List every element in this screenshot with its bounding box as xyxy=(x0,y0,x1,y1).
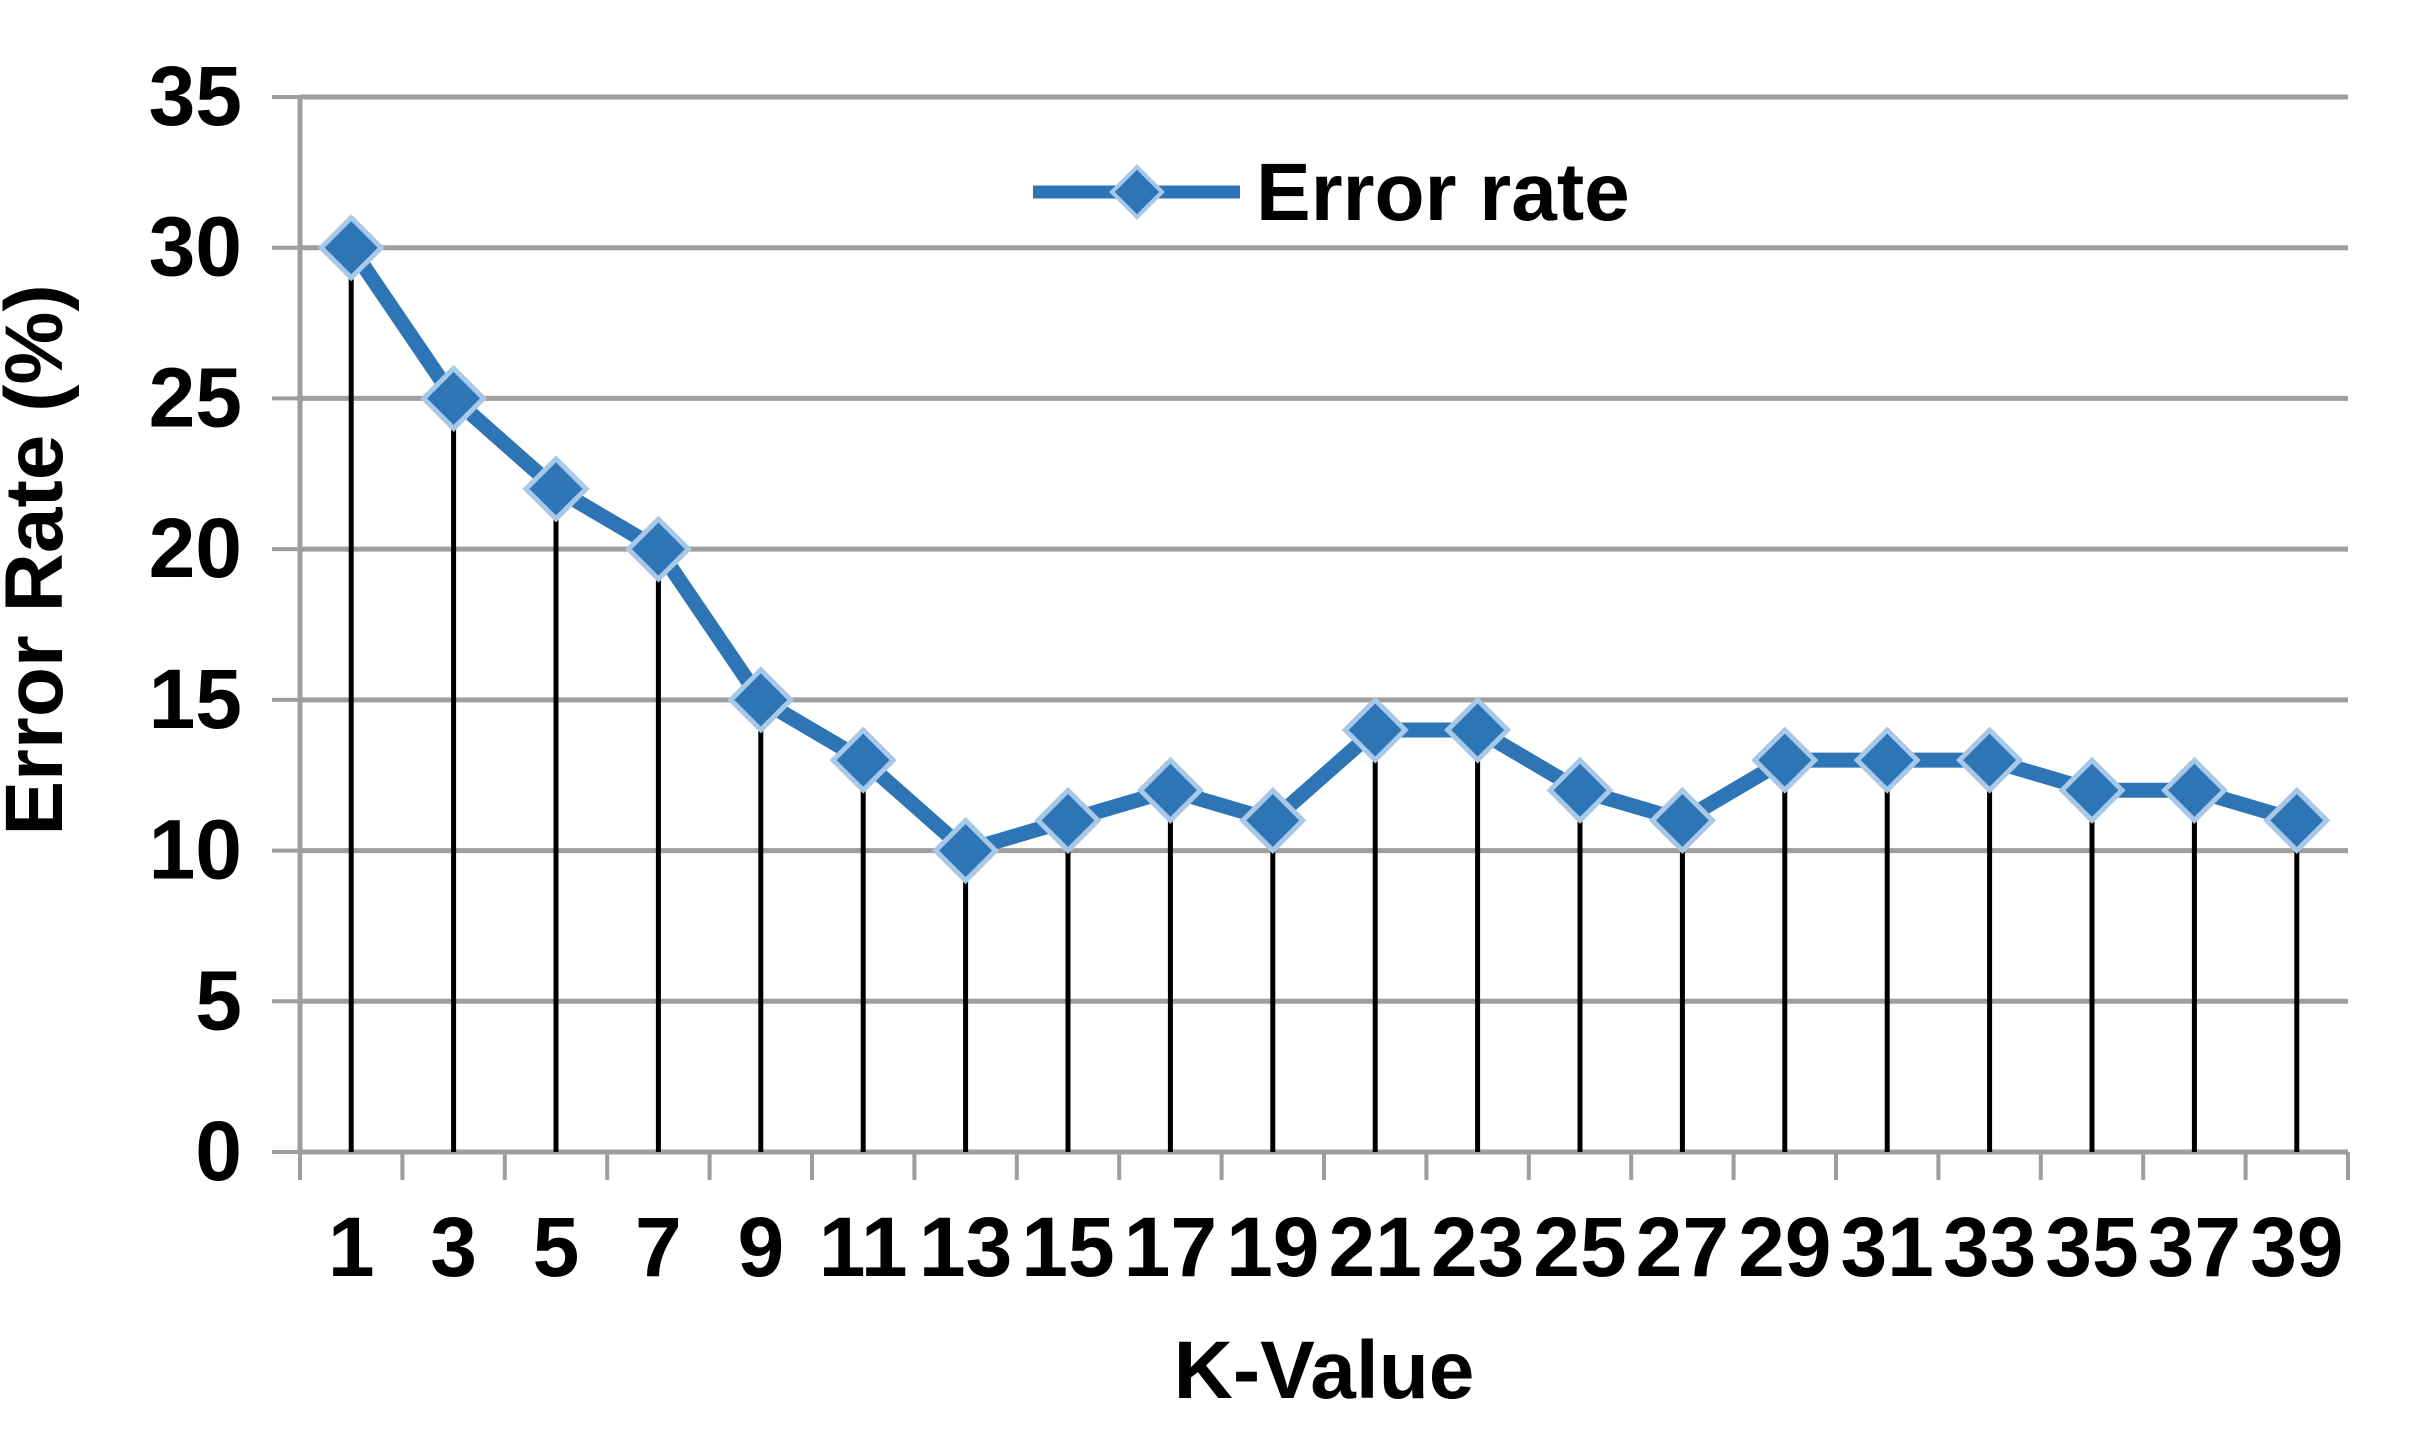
x-tick-label: 19 xyxy=(1226,1200,1319,1294)
y-tick-label: 15 xyxy=(149,652,242,746)
data-point-marker xyxy=(1853,726,1921,794)
data-point-marker xyxy=(1956,726,2024,794)
x-tick-label: 37 xyxy=(2148,1200,2241,1294)
x-tick-label: 5 xyxy=(533,1200,580,1294)
data-point-marker xyxy=(1341,696,1409,764)
y-tick-label: 20 xyxy=(149,501,242,595)
data-point-marker xyxy=(420,364,488,432)
y-axis-title: Error Rate (%) xyxy=(0,284,80,835)
y-tick-label: 5 xyxy=(195,953,242,1047)
data-point-marker xyxy=(2263,786,2331,854)
data-point-marker xyxy=(1751,726,1819,794)
x-tick-label: 11 xyxy=(819,1200,908,1294)
data-point-marker xyxy=(1239,786,1307,854)
x-tick-label: 15 xyxy=(1021,1200,1114,1294)
data-point-marker xyxy=(522,455,590,523)
x-tick-label: 23 xyxy=(1431,1200,1524,1294)
x-tick-label: 33 xyxy=(1943,1200,2036,1294)
data-point-marker xyxy=(1648,786,1716,854)
y-tick-label: 25 xyxy=(149,350,242,444)
y-tick-label: 10 xyxy=(149,803,242,897)
data-point-marker xyxy=(2160,756,2228,824)
x-tick-label: 21 xyxy=(1328,1200,1421,1294)
x-tick-label: 29 xyxy=(1738,1200,1831,1294)
x-tick-label: 25 xyxy=(1533,1200,1626,1294)
data-point-marker xyxy=(317,214,385,282)
legend-diamond-marker xyxy=(1109,164,1165,220)
data-point-marker xyxy=(727,666,795,734)
data-point-marker xyxy=(1546,756,1614,824)
x-tick-label: 7 xyxy=(635,1200,682,1294)
x-tick-label: 39 xyxy=(2250,1200,2343,1294)
x-tick-label: 31 xyxy=(1840,1200,1933,1294)
legend: Error rate xyxy=(1033,147,1630,238)
series-layer xyxy=(317,214,2331,885)
x-axis-title: K-Value xyxy=(1174,1325,1475,1416)
x-tick-label: 9 xyxy=(737,1200,784,1294)
legend-label: Error rate xyxy=(1256,147,1630,238)
data-point-marker xyxy=(2058,756,2126,824)
y-tick-label: 0 xyxy=(195,1104,242,1198)
data-point-marker xyxy=(1136,756,1204,824)
y-tick-label: 30 xyxy=(149,200,242,294)
y-tick-label: 35 xyxy=(149,49,242,143)
x-tick-label: 13 xyxy=(919,1200,1012,1294)
data-point-marker xyxy=(624,515,692,583)
data-point-marker xyxy=(1444,696,1512,764)
axes-layer xyxy=(272,95,2350,1180)
x-tick-label: 17 xyxy=(1124,1200,1217,1294)
x-tick-label: 35 xyxy=(2045,1200,2138,1294)
data-point-marker xyxy=(932,817,1000,885)
x-tick-label: 3 xyxy=(430,1200,477,1294)
x-tick-label: 27 xyxy=(1636,1200,1729,1294)
legend-line-marker-swatch xyxy=(1033,164,1240,220)
droplines-layer xyxy=(348,247,2300,1152)
data-point-marker xyxy=(1034,786,1102,854)
data-point-marker xyxy=(829,726,897,794)
x-tick-label: 1 xyxy=(328,1200,375,1294)
